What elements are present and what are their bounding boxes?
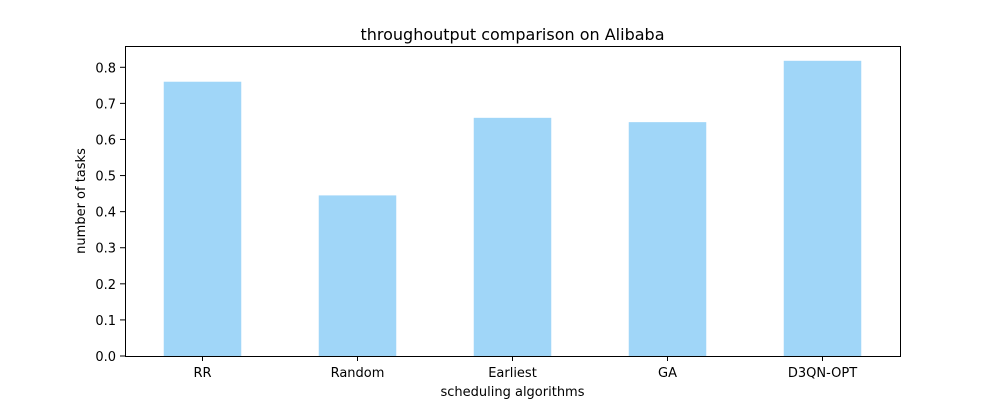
x-axis-label: scheduling algorithms bbox=[440, 385, 584, 400]
y-tick-label: 0.6 bbox=[95, 133, 116, 148]
y-tick-label: 0.4 bbox=[95, 206, 116, 221]
y-tick-label: 0.2 bbox=[95, 278, 116, 293]
x-tick-label: Earliest bbox=[488, 366, 537, 381]
y-tick-label: 0.5 bbox=[95, 170, 116, 185]
chart-title: throughoutput comparison on Alibaba bbox=[360, 25, 664, 44]
bar-rr bbox=[163, 81, 242, 356]
bars bbox=[163, 60, 862, 357]
y-tick-label: 0.8 bbox=[95, 61, 116, 76]
bar-earliest bbox=[473, 117, 552, 356]
x-tick-label: Random bbox=[331, 366, 385, 381]
y-tick-label: 0.7 bbox=[95, 97, 116, 112]
bar-d3qn-opt bbox=[783, 60, 862, 357]
bar-random bbox=[318, 195, 397, 356]
plot-frame bbox=[125, 46, 901, 357]
y-tick-label: 0.0 bbox=[95, 350, 116, 365]
y-tick-label: 0.3 bbox=[95, 242, 116, 257]
y-axis-label: number of tasks bbox=[74, 148, 89, 254]
bar-ga bbox=[628, 122, 707, 356]
y-tick-label: 0.1 bbox=[95, 314, 116, 329]
x-axis: RR Random Earliest GA D3QN-OPT bbox=[193, 356, 857, 381]
y-axis: 0.0 0.1 0.2 0.3 0.4 0.5 0.6 0.7 0.8 bbox=[95, 61, 125, 365]
x-tick-label: D3QN-OPT bbox=[788, 366, 857, 381]
x-tick-label: RR bbox=[193, 366, 211, 381]
x-tick-label: GA bbox=[658, 366, 677, 381]
